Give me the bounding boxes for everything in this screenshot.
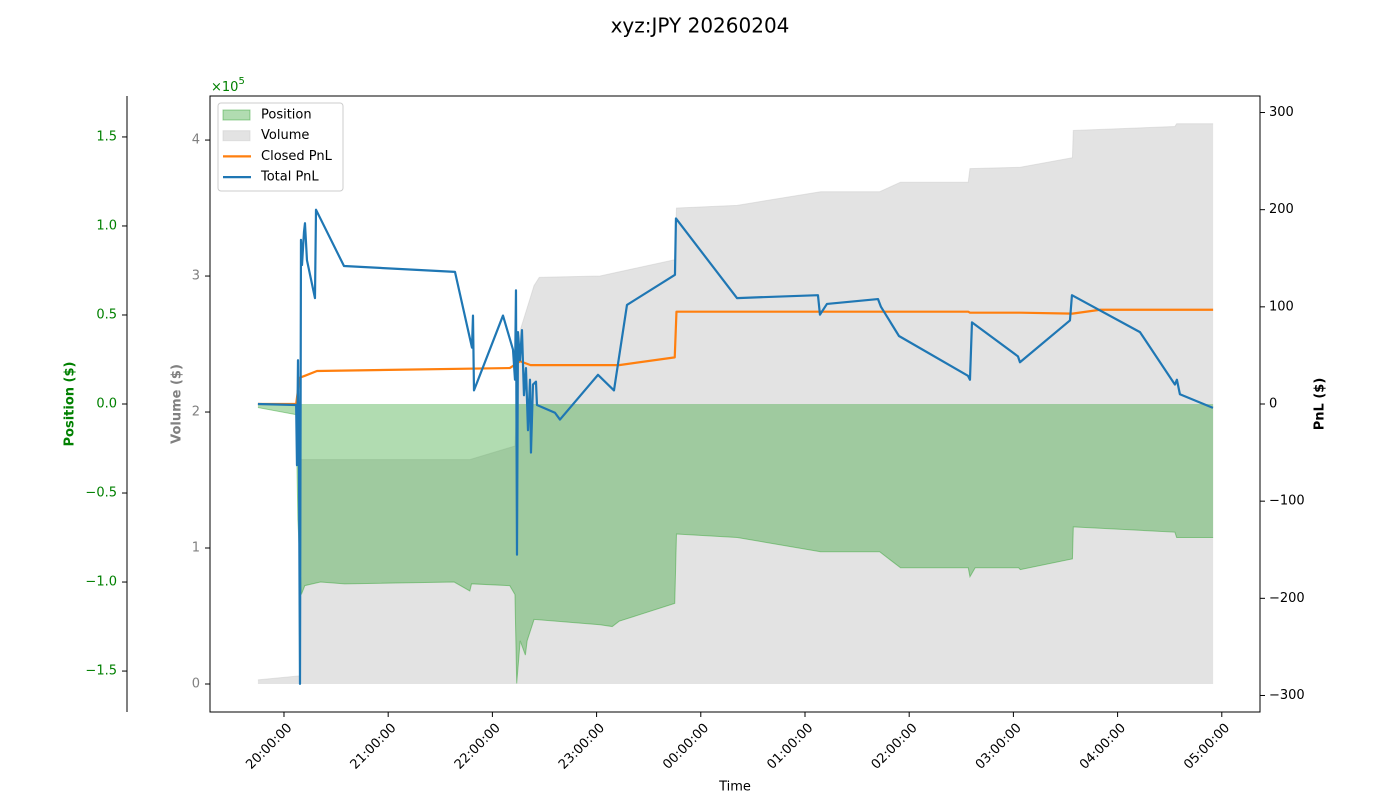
legend-label: Total PnL bbox=[260, 170, 319, 185]
y2-tick-label: 300 bbox=[1269, 105, 1294, 120]
x-tick-label: 02:00:00 bbox=[869, 721, 921, 773]
chart-title: xyz:JPY 20260204 bbox=[611, 14, 790, 38]
plot-area bbox=[257, 123, 1214, 685]
y2-tick-label: 200 bbox=[1269, 202, 1294, 217]
y3-tick-label: 0.0 bbox=[96, 397, 117, 412]
x-tick-label: 22:00:00 bbox=[452, 721, 504, 773]
y-tick-label: 0 bbox=[192, 676, 200, 691]
legend-box bbox=[217, 102, 344, 192]
y-tick-label: 3 bbox=[192, 269, 200, 284]
line bbox=[257, 208, 1214, 685]
y-tick-label: 4 bbox=[192, 133, 200, 148]
y3-tick-label: −0.5 bbox=[85, 486, 117, 501]
y3-tick-label: −1.5 bbox=[85, 664, 117, 679]
y2-tick-label: −100 bbox=[1269, 494, 1305, 509]
y2-tick-label: 100 bbox=[1269, 299, 1294, 314]
y2-tick-label: −300 bbox=[1269, 688, 1305, 703]
volume-axis-label: Volume ($) bbox=[170, 364, 185, 444]
x-tick-label: 01:00:00 bbox=[764, 721, 816, 773]
x-tick-label: 03:00:00 bbox=[973, 721, 1025, 773]
pnl-axis-label: PnL ($) bbox=[1313, 378, 1328, 431]
area-edge bbox=[257, 407, 1214, 684]
x-tick-label: 23:00:00 bbox=[556, 721, 608, 773]
area-fill bbox=[257, 404, 1214, 684]
y-tick-label: 2 bbox=[192, 405, 200, 420]
area-fill bbox=[257, 123, 1214, 684]
position-axis-label: Position ($) bbox=[63, 362, 78, 447]
x-tick-label: 20:00:00 bbox=[243, 721, 295, 773]
x-tick-label: 21:00:00 bbox=[348, 721, 400, 773]
x-tick-label: 05:00:00 bbox=[1181, 721, 1233, 773]
y3-tick-label: −1.0 bbox=[85, 575, 117, 590]
y2-tick-label: −200 bbox=[1269, 591, 1305, 606]
offset-exponent: 5 bbox=[238, 76, 244, 87]
legend-swatch bbox=[222, 109, 251, 121]
x-tick-label: 04:00:00 bbox=[1077, 721, 1129, 773]
offset-base: ×10 bbox=[211, 80, 238, 95]
legend: Position Volume Closed PnL Total PnL bbox=[217, 102, 344, 192]
x-axis-label: Time bbox=[718, 780, 751, 795]
area-edge bbox=[257, 123, 1214, 681]
y3-tick-label: 1.0 bbox=[96, 218, 117, 233]
y3-tick-label: 1.5 bbox=[96, 129, 117, 144]
y2-tick-label: 0 bbox=[1269, 397, 1277, 412]
legend-label: Volume bbox=[261, 128, 309, 143]
x-tick-label: 00:00:00 bbox=[660, 721, 712, 773]
legend-label: Position bbox=[261, 108, 312, 123]
y-tick-label: 1 bbox=[192, 541, 200, 556]
y3-tick-label: 0.5 bbox=[96, 307, 117, 322]
axis-offset: ×105 bbox=[211, 76, 245, 95]
legend-swatch bbox=[222, 130, 251, 142]
line bbox=[257, 308, 1214, 406]
legend-label: Closed PnL bbox=[261, 149, 333, 164]
